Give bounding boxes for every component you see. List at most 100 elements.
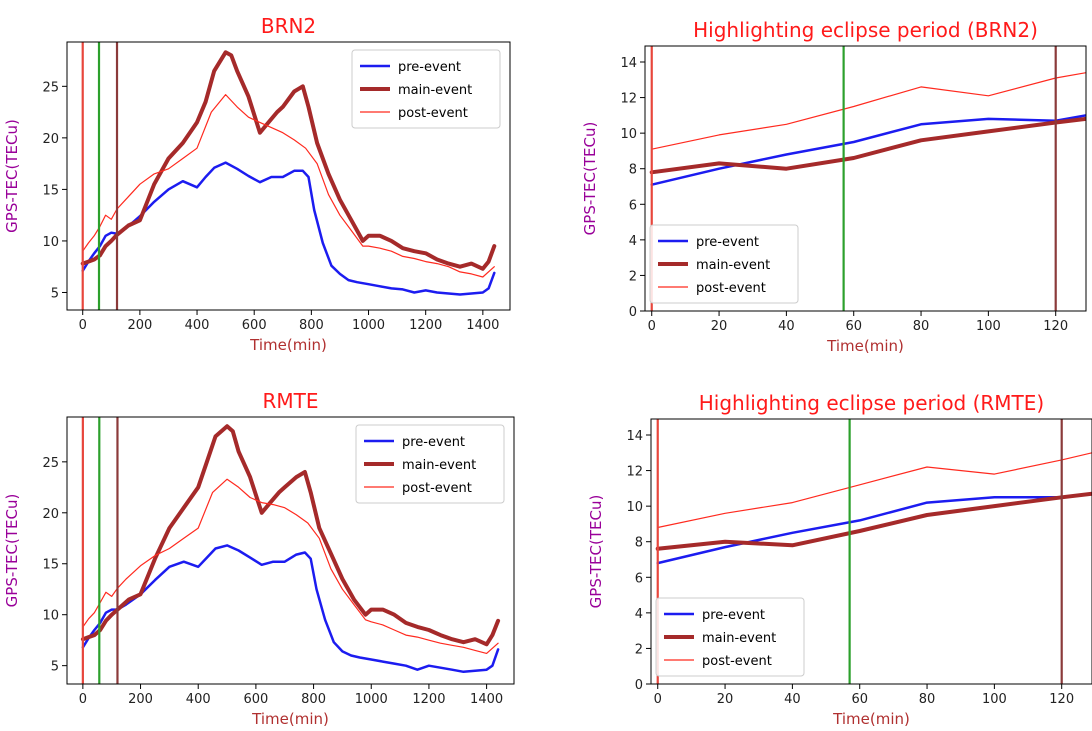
- x-tick-label: 80: [919, 692, 936, 707]
- y-tick-label: 8: [635, 536, 643, 551]
- legend-frame: [649, 224, 799, 304]
- axes-frame: [66, 416, 515, 685]
- x-tick-label: 100: [982, 692, 1007, 707]
- x-axis-label: Time(min): [826, 337, 904, 355]
- x-tick-label: 1200: [412, 692, 445, 707]
- chart-rmte: RMTE 0 200 400 600 800 1000 1200 1400 5 10 15 20 25 Ti…: [3, 389, 515, 728]
- x-tick-label: 1000: [352, 318, 385, 333]
- y-axis-label: GPS-TEC(TECu): [3, 494, 21, 608]
- x-tick-label: 400: [186, 692, 211, 707]
- x-tick-label: 100: [976, 319, 1001, 334]
- x-tick-label: 800: [301, 692, 326, 707]
- legend-label: main-event: [696, 258, 770, 273]
- series-line-pre-event: [81, 161, 496, 296]
- x-tick-label: 600: [242, 318, 267, 333]
- y-tick-label: 2: [629, 269, 637, 284]
- y-tick-label: 4: [635, 607, 643, 622]
- legend-frame: [355, 424, 505, 504]
- legend-label: post-event: [402, 481, 472, 496]
- plot-area: [80, 417, 501, 684]
- legend-label: main-event: [398, 83, 472, 98]
- x-tick-label: 200: [128, 692, 153, 707]
- y-tick-label: 20: [42, 507, 59, 522]
- y-tick-label: 15: [42, 183, 59, 198]
- y-tick-label: 14: [620, 56, 637, 71]
- chart-title: RMTE: [262, 389, 318, 413]
- y-tick-label: 5: [51, 286, 59, 301]
- series-line-post-event: [82, 478, 499, 655]
- legend: pre-event main-event post-event: [649, 224, 799, 304]
- chart-brn2-zoom: Highlighting eclipse period (BRN2)0 20 40 6…: [581, 18, 1087, 355]
- y-tick-label: 12: [626, 465, 643, 480]
- y-tick-label: 0: [629, 305, 637, 320]
- y-axis-label: GPS-TEC(TECu): [3, 119, 21, 233]
- x-tick-label: 1400: [470, 692, 503, 707]
- x-tick-label: 400: [185, 318, 210, 333]
- x-tick-label: 0: [79, 318, 87, 333]
- y-tick-label: 4: [629, 234, 637, 249]
- plot-area: [655, 419, 1092, 684]
- x-tick-label: 1400: [466, 318, 499, 333]
- y-tick-label: 10: [620, 127, 637, 142]
- legend-frame: [655, 597, 805, 677]
- x-tick-label: 40: [778, 319, 795, 334]
- series-line-post-event: [651, 72, 1086, 150]
- y-tick-label: 14: [626, 429, 643, 444]
- y-tick-label: 10: [42, 609, 59, 624]
- y-tick-label: 0: [635, 678, 643, 693]
- legend-label: main-event: [702, 631, 776, 646]
- plot-area: [80, 42, 497, 310]
- series-line-main-event: [649, 116, 1086, 175]
- x-tick-label: 120: [1049, 692, 1074, 707]
- x-axis-label: Time(min): [251, 710, 329, 728]
- legend-label: pre-event: [398, 60, 461, 75]
- x-tick-label: 20: [717, 692, 734, 707]
- series-line-post-event: [82, 93, 495, 278]
- x-tick-label: 600: [243, 692, 268, 707]
- y-tick-label: 12: [620, 92, 637, 107]
- x-tick-label: 80: [913, 319, 930, 334]
- x-tick-label: 0: [654, 692, 662, 707]
- axes-frame: [66, 41, 511, 311]
- legend-label: main-event: [402, 458, 476, 473]
- series-line-pre-event: [81, 544, 500, 674]
- chart-rmte-zoom: Highlighting eclipse period (RMTE)0 20 40 6…: [587, 391, 1092, 728]
- x-tick-label: 800: [299, 318, 324, 333]
- series-line-main-event: [80, 50, 497, 271]
- x-tick-label: 200: [127, 318, 152, 333]
- y-tick-label: 15: [42, 558, 59, 573]
- chart-title: Highlighting eclipse period (BRN2): [693, 18, 1038, 42]
- legend-label: post-event: [398, 106, 468, 121]
- y-tick-label: 2: [635, 642, 643, 657]
- x-axis-label: Time(min): [832, 710, 910, 728]
- chart-title: BRN2: [261, 14, 316, 38]
- y-tick-label: 25: [42, 456, 59, 471]
- x-tick-label: 0: [648, 319, 656, 334]
- legend-label: pre-event: [702, 608, 765, 623]
- legend: pre-event main-event post-event: [351, 49, 501, 129]
- chart-title: Highlighting eclipse period (RMTE): [699, 391, 1044, 415]
- x-tick-label: 40: [784, 692, 801, 707]
- y-tick-label: 5: [51, 660, 59, 675]
- y-tick-label: 20: [42, 132, 59, 147]
- x-tick-label: 60: [845, 319, 862, 334]
- y-axis-label: GPS-TEC(TECu): [581, 122, 599, 236]
- x-tick-label: 60: [851, 692, 868, 707]
- legend-label: post-event: [696, 281, 766, 296]
- y-tick-label: 10: [42, 235, 59, 250]
- legend: pre-event main-event post-event: [655, 597, 805, 677]
- x-tick-label: 120: [1043, 319, 1068, 334]
- x-tick-label: 1200: [409, 318, 442, 333]
- axes-frame: [644, 45, 1087, 312]
- series-line-main-event: [80, 424, 501, 647]
- x-tick-label: 0: [79, 692, 87, 707]
- series-line-main-event: [655, 491, 1092, 551]
- y-tick-label: 10: [626, 500, 643, 515]
- y-tick-label: 8: [629, 163, 637, 178]
- legend-label: post-event: [702, 654, 772, 669]
- y-axis-label: GPS-TEC(TECu): [587, 495, 605, 609]
- y-tick-label: 6: [635, 571, 643, 586]
- x-tick-label: 20: [711, 319, 728, 334]
- legend-label: pre-event: [402, 435, 465, 450]
